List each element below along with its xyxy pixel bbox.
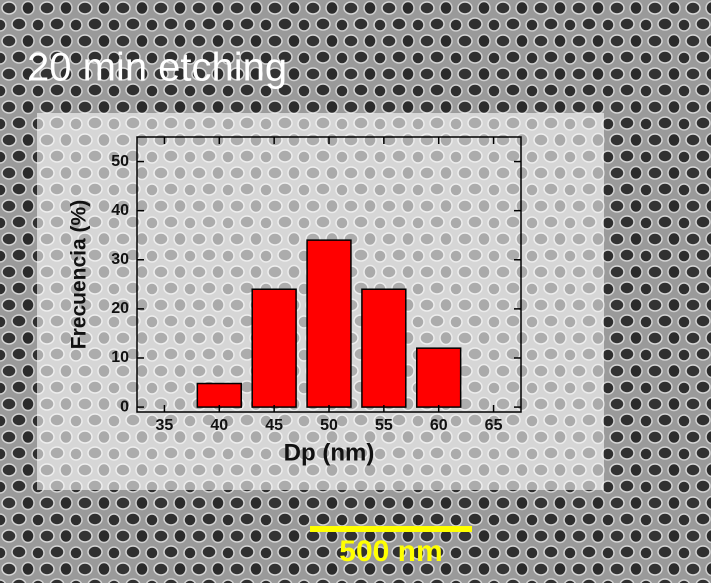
x-tick-label: 50 <box>320 417 338 434</box>
chart: 0 10 20 30 40 50 35 40 45 50 55 60 65 Dp (nm) Frecuenc… <box>68 136 522 466</box>
x-tick-label: 40 <box>210 417 228 434</box>
y-tick-label: 50 <box>111 153 129 170</box>
x-axis-label: Dp (nm) <box>284 439 375 466</box>
y-axis-label: Frecuencia (%) <box>68 200 91 349</box>
bar <box>196 382 242 408</box>
y-tick-label: 40 <box>111 202 129 219</box>
y-tick-label: 0 <box>120 398 129 415</box>
x-tick-label: 45 <box>265 417 283 434</box>
x-tick-label: 35 <box>156 417 174 434</box>
x-tick-label: 60 <box>430 417 448 434</box>
x-tick-label: 55 <box>375 417 393 434</box>
bar <box>361 288 407 408</box>
bar <box>251 288 297 408</box>
y-tick-label: 30 <box>111 251 129 268</box>
y-tick-label: 20 <box>111 300 129 317</box>
x-tick-label: 65 <box>485 417 503 434</box>
bar <box>416 347 462 408</box>
scale-bar-label: 500 nm <box>339 535 442 568</box>
y-tick-label: 10 <box>111 349 129 366</box>
image-label: 20 min etching <box>27 46 287 90</box>
bar <box>306 239 352 408</box>
